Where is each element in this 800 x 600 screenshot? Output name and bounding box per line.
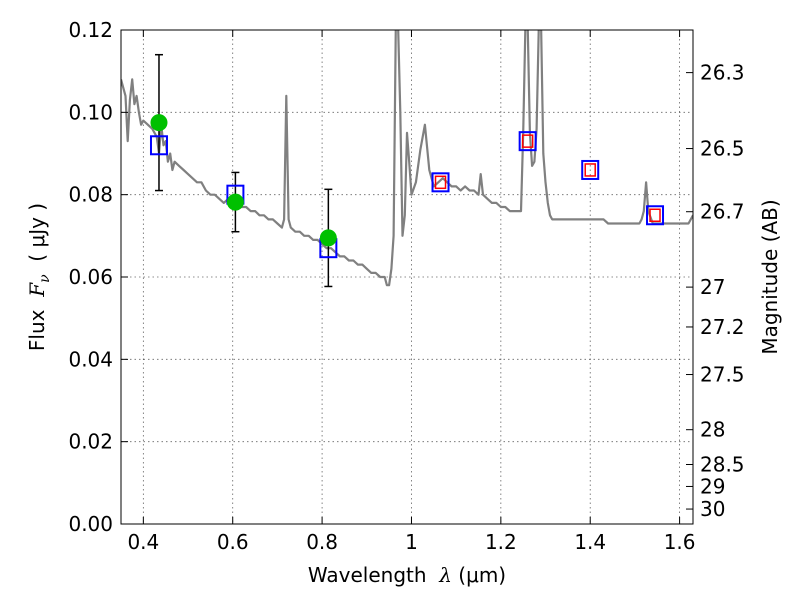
plot-area xyxy=(121,30,693,287)
x-tick-label: 1.4 xyxy=(574,530,606,554)
y2-tick-label: 26.7 xyxy=(700,200,745,224)
y-tick-label: 0.06 xyxy=(68,265,113,289)
model-photometry-square xyxy=(646,205,665,226)
y2-tick-label: 27 xyxy=(700,275,725,299)
x-tick-label: 1.2 xyxy=(485,530,517,554)
x-tick-label: 1 xyxy=(405,530,418,554)
y-tick-label: 0.10 xyxy=(68,100,113,124)
model-photometry-square xyxy=(431,172,450,193)
y-tick-label: 0.04 xyxy=(68,347,113,371)
x-tick-label: 0.8 xyxy=(306,530,338,554)
y2-axis-label: Magnitude (AB) xyxy=(758,199,782,354)
y2-tick-label: 27.5 xyxy=(700,363,745,387)
y2-tick-label: 28 xyxy=(700,418,725,442)
y2-tick-label: 29 xyxy=(700,474,725,498)
x-tick-label: 0.6 xyxy=(217,530,249,554)
observed-photometry-point xyxy=(150,114,168,132)
y2-tick-label: 28.5 xyxy=(700,452,745,476)
y2-tick-label: 26.3 xyxy=(700,61,745,85)
observed-photometry-point xyxy=(319,229,337,247)
y2-tick-label: 30 xyxy=(700,497,725,521)
axis-ticks xyxy=(121,29,693,525)
x-tick-label: 0.4 xyxy=(127,530,159,554)
y-axis-label: Flux Fν ( μJy ) xyxy=(25,203,53,351)
x-axis-label: Wavelength λ (μm) xyxy=(308,563,506,587)
y-tick-label: 0.02 xyxy=(68,430,113,454)
y-tick-label: 0.12 xyxy=(68,18,113,42)
y2-tick-label: 27.2 xyxy=(700,315,745,339)
y2-tick-label: 26.5 xyxy=(700,137,745,161)
model-spectrum-line xyxy=(121,30,693,287)
x-tick-label: 1.6 xyxy=(664,530,696,554)
y-tick-label: 0.00 xyxy=(68,512,113,536)
synthetic-photometry-square xyxy=(584,163,596,177)
model-photometry-square xyxy=(149,135,168,156)
synthetic-photometry-square xyxy=(434,175,447,190)
synthetic-photometry-square xyxy=(649,208,661,222)
y-tick-label: 0.08 xyxy=(68,183,113,207)
synthetic-photometry-square xyxy=(521,134,534,148)
observed-photometry-point xyxy=(226,193,244,211)
model-photometry-square xyxy=(518,131,537,152)
model-photometry-square xyxy=(581,159,600,180)
